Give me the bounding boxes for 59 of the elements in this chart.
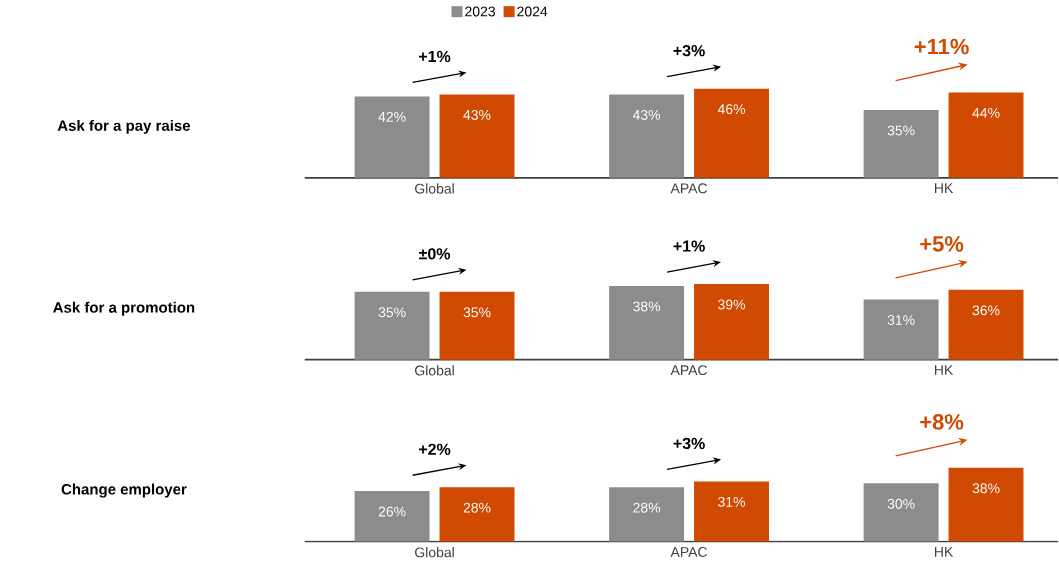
- data-label: 30%: [887, 499, 915, 510]
- data-label: 42%: [378, 112, 406, 123]
- text: ±0%: [418, 248, 451, 260]
- data-label: 35%: [463, 307, 491, 318]
- x-tick-label: Global: [415, 547, 454, 558]
- bar: [354, 292, 430, 360]
- data-label: 28%: [463, 502, 491, 513]
- data-label: 26%: [378, 506, 406, 517]
- data-label: 43%: [463, 110, 491, 121]
- x-tick-label: HK: [935, 365, 954, 376]
- bar: [609, 487, 685, 542]
- data-label: 31%: [718, 497, 746, 508]
- bar: [948, 290, 1024, 360]
- text: +3%: [673, 438, 705, 450]
- x-tick-label: APAC: [670, 365, 708, 376]
- bar: [609, 94, 685, 179]
- x-tick-label: APAC: [670, 547, 708, 558]
- bar: [863, 110, 939, 179]
- bar: [354, 96, 430, 179]
- data-label: 43%: [632, 110, 661, 121]
- text: +3%: [673, 45, 705, 57]
- y-axis-title: Ask for a pay raise: [57, 120, 191, 135]
- y-axis-title: Ask for a promotion: [53, 302, 195, 316]
- bar: [694, 481, 769, 542]
- x-tick-label: Global: [415, 365, 454, 376]
- bar: [948, 468, 1024, 542]
- data-label: 35%: [378, 307, 406, 318]
- text: +1%: [673, 240, 705, 252]
- data-label: 38%: [633, 301, 661, 312]
- data-label: 28%: [633, 502, 661, 513]
- x-tick-label: Global: [415, 183, 454, 194]
- bar: [948, 92, 1024, 179]
- data-label: 46%: [717, 104, 746, 115]
- data-label: 39%: [718, 299, 746, 310]
- bar: [863, 483, 939, 542]
- data-label: 44%: [972, 108, 1000, 119]
- text: +2%: [419, 443, 451, 456]
- x-tick-label: HK: [935, 183, 954, 194]
- bar: [439, 487, 515, 542]
- bar: [694, 88, 769, 179]
- y-axis-title: Change employer: [61, 483, 187, 498]
- text: +8%: [920, 414, 964, 430]
- bar: [863, 299, 939, 360]
- bar: [439, 94, 515, 179]
- bar: [609, 286, 685, 360]
- data-label: 38%: [972, 483, 1000, 494]
- bar: [354, 491, 430, 542]
- bar: [439, 292, 515, 360]
- legend-label: 2023: [465, 6, 495, 17]
- bar: [694, 284, 769, 360]
- text: +5%: [920, 236, 964, 252]
- text: +1%: [419, 51, 451, 63]
- legend-label: 2024: [517, 6, 548, 17]
- x-tick-label: HK: [935, 547, 954, 557]
- text: +11%: [914, 39, 969, 55]
- x-tick-label: APAC: [670, 183, 708, 194]
- data-label: 36%: [972, 305, 1000, 316]
- data-label: 35%: [887, 125, 915, 136]
- data-label: 31%: [887, 315, 915, 326]
